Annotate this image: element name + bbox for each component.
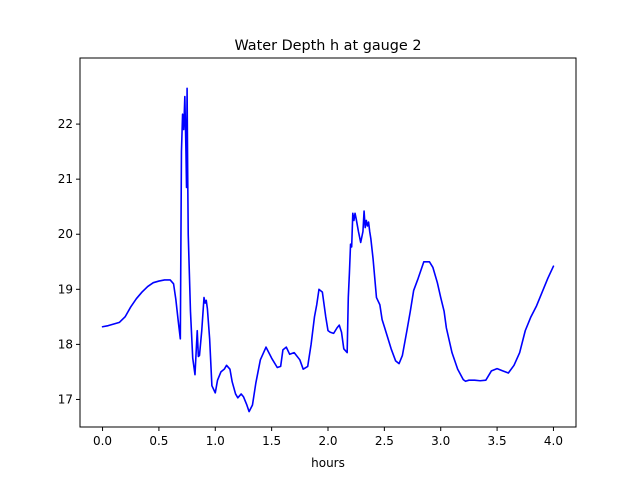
x-tick-label: 4.0 bbox=[544, 434, 563, 448]
y-tick-label: 19 bbox=[58, 282, 73, 296]
y-tick-label: 22 bbox=[58, 117, 73, 131]
x-tick-label: 2.0 bbox=[318, 434, 337, 448]
x-tick-label: 3.0 bbox=[431, 434, 450, 448]
x-tick-label: 1.5 bbox=[262, 434, 281, 448]
x-tick-label: 2.5 bbox=[375, 434, 394, 448]
x-tick-label: 0.5 bbox=[149, 434, 168, 448]
x-tick-label: 3.5 bbox=[488, 434, 507, 448]
x-tick-label: 0.0 bbox=[93, 434, 112, 448]
axes-frame bbox=[79, 57, 577, 428]
x-axis-ticks: 0.0 0.5 1.0 1.5 2.0 2.5 3.0 3.5 4.0 bbox=[93, 427, 563, 448]
y-tick-label: 18 bbox=[58, 337, 73, 351]
y-tick-label: 21 bbox=[58, 172, 73, 186]
y-axis-ticks: 17 18 19 20 21 22 bbox=[58, 117, 80, 406]
plot-area: 0.0 0.5 1.0 1.5 2.0 2.5 3.0 3.5 4.0 17 18 19 20 21 22 bbox=[58, 57, 577, 448]
y-tick-label: 17 bbox=[58, 392, 73, 406]
x-axis-label: hours bbox=[311, 456, 345, 470]
chart-title: Water Depth h at gauge 2 bbox=[234, 38, 421, 54]
x-tick-label: 1.0 bbox=[206, 434, 225, 448]
series-layer bbox=[101, 87, 555, 413]
y-tick-label: 20 bbox=[58, 227, 73, 241]
series-line bbox=[101, 87, 555, 413]
